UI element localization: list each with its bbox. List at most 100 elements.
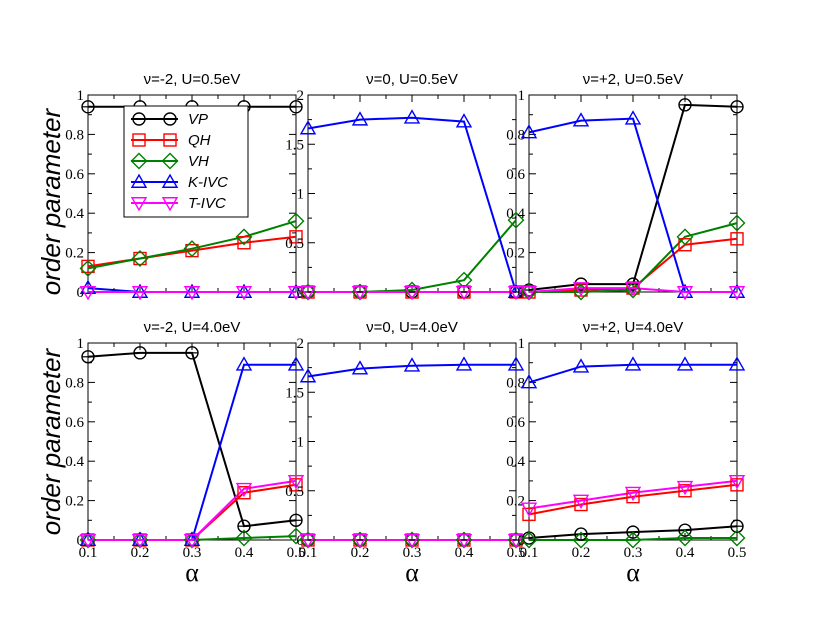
panel-6-series-t-ivc — [528, 479, 738, 510]
panel-5-point-k-ivc — [507, 356, 525, 371]
panel-2-point-k-ivc — [351, 111, 369, 126]
panel-4-point-k-ivc — [131, 531, 149, 546]
legend-marker-t-ivc — [130, 197, 148, 212]
panel-3-point-qh — [678, 238, 692, 252]
panel-3-point-vh — [676, 228, 694, 246]
panel-6-point-qh — [574, 497, 588, 512]
panel-3-point-t-ivc — [676, 286, 694, 301]
panel-3-point-t-ivc — [572, 282, 590, 297]
legend-label-qh: QH — [188, 132, 211, 149]
panel-6-ytick-label: 0.4 — [506, 454, 525, 470]
panel-4-xtick-label: 0.5 — [287, 545, 306, 561]
legend-label-k-ivc: K-IVC — [188, 174, 228, 191]
panel-4-ytick-label: 0.8 — [65, 375, 84, 391]
panel-5-ytick-label: 2 — [297, 336, 305, 352]
panel-4-ytick-label: 0.6 — [65, 415, 84, 431]
panel-2-point-vh — [403, 281, 421, 299]
legend-marker-qh — [132, 133, 146, 147]
panel-5-point-t-ivc — [351, 534, 369, 549]
legend-marker-k-ivc-2 — [161, 173, 179, 188]
x-axis-label-2: α — [405, 558, 419, 587]
panel-4-xtick-label: 0.3 — [183, 545, 202, 561]
panel-2-title: ν=0, U=0.5eV — [366, 71, 458, 88]
panel-6-series-k-ivc — [528, 363, 737, 384]
panel-6-xtick-label: 0.2 — [572, 545, 591, 561]
y-axis-label-bottom: order parameter — [36, 347, 66, 535]
panel-5-ytick-label: 0.5 — [285, 484, 304, 500]
panel-4: ν=-2, U=4.0eV 0 0.2 0.4 0.6 0.8 1 0.1 0.2 0.3 0.4 0… — [65, 319, 305, 561]
panel-5-point-t-ivc — [455, 534, 473, 549]
panel-1: ν=-2, U=0.5eV 0 0.2 0.4 0.6 0.8 1 VP QH VH K-IVC T-… — [65, 71, 305, 301]
panel-6-ytick-label: 0.6 — [506, 415, 525, 431]
panel-3-point-qh — [730, 232, 744, 246]
x-axis-label-3: α — [626, 558, 640, 587]
panel-1-point-vh — [235, 228, 253, 246]
panel-2-point-t-ivc — [507, 286, 525, 301]
panel-4-ytick-label: 0.4 — [65, 454, 84, 470]
panel-2-point-t-ivc — [299, 286, 317, 301]
panel-1-ytick-label: 0.6 — [65, 167, 84, 183]
panel-5-point-t-ivc — [299, 534, 317, 549]
panel-1-ytick-label: 0.4 — [65, 206, 84, 222]
panel-3-point-t-ivc — [728, 286, 746, 301]
legend-marker-vh-2 — [161, 152, 179, 170]
panel-2-point-vh — [507, 211, 525, 229]
panel-3-point-k-ivc — [624, 110, 642, 125]
panel-6-series-vh — [529, 537, 737, 541]
panel-1-point-k-ivc — [287, 283, 305, 298]
panel-1-point-k-ivc — [131, 283, 149, 298]
panel-3-ytick-label: 1 — [518, 88, 526, 104]
panel-6-point-t-ivc — [520, 502, 538, 517]
panel-1-point-t-ivc — [183, 286, 201, 301]
legend: VP QH VH K-IVC T-IVC — [123, 105, 249, 218]
panel-6-point-k-ivc — [624, 356, 642, 371]
panel-2-point-t-ivc — [455, 286, 473, 301]
panel-6-xtick-label: 0.3 — [624, 545, 643, 561]
panel-6-point-vh — [572, 531, 590, 549]
panel-5-title: ν=0, U=4.0eV — [366, 319, 458, 336]
panel-6-point-qh — [626, 489, 640, 504]
panel-4-point-t-ivc — [131, 534, 149, 549]
panel-1-point-t-ivc — [79, 286, 97, 301]
panel-6-point-k-ivc — [520, 373, 538, 389]
legend-label-t-ivc: T-IVC — [188, 195, 226, 212]
legend-label-vp: VP — [188, 111, 208, 128]
panel-4-point-qh — [289, 478, 303, 492]
panel-2-ytick-label: 0.5 — [285, 236, 304, 252]
panel-6-point-vh — [624, 531, 642, 549]
panel-6-ytick-label: 0.2 — [506, 494, 525, 510]
panel-4-point-k-ivc — [183, 531, 201, 546]
panel-3-ytick-label: 0.2 — [506, 246, 525, 262]
panel-6-ytick-label: 0.8 — [506, 375, 525, 391]
panel-3-point-vh — [728, 214, 746, 232]
panel-3-point-k-ivc — [728, 283, 746, 298]
panel-4-point-k-ivc — [235, 356, 253, 371]
panel-5-xtick-label: 0.2 — [351, 545, 370, 561]
panel-6-ytick-label: 1 — [518, 336, 526, 352]
panel-3-point-k-ivc — [520, 124, 538, 139]
panel-5-point-k-ivc — [351, 360, 369, 375]
panel-6-ytick-label: 0 — [518, 533, 526, 549]
panel-6-xtick-label: 0.4 — [676, 545, 695, 561]
panel-5-ytick-label: 0 — [297, 533, 305, 549]
panel-2-point-k-ivc — [299, 120, 317, 135]
panel-6-point-k-ivc — [728, 356, 746, 371]
panel-6-point-t-ivc — [728, 474, 746, 490]
panel-4-xtick-label: 0.2 — [131, 545, 150, 561]
panel-1-series-vh — [87, 220, 297, 270]
panel-6: ν=+2, U=4.0eV 0 0.2 0.4 0.6 0.8 1 0.1 0.2 0.3 0.4 0… — [506, 319, 746, 561]
panel-1-point-t-ivc — [131, 286, 149, 301]
panel-2-ytick-label: 0 — [297, 285, 305, 301]
panel-4-point-k-ivc — [79, 531, 97, 546]
panel-5-point-t-ivc — [507, 534, 525, 549]
panel-3-title: ν=+2, U=0.5eV — [583, 71, 684, 88]
panels-group: ν=-2, U=0.5eV 0 0.2 0.4 0.6 0.8 1 VP QH VH K-IVC T-… — [65, 71, 746, 561]
panel-2-point-t-ivc — [403, 286, 421, 301]
panel-4-point-t-ivc — [235, 482, 253, 498]
panel-1-point-vh — [287, 212, 305, 230]
panel-6-point-t-ivc — [572, 494, 590, 510]
panel-1-point-vh — [79, 259, 97, 277]
panel-6-series-qh — [528, 483, 738, 516]
panel-1-ytick-label: 1 — [77, 88, 85, 104]
panel-2-series-k-ivc — [307, 116, 517, 293]
